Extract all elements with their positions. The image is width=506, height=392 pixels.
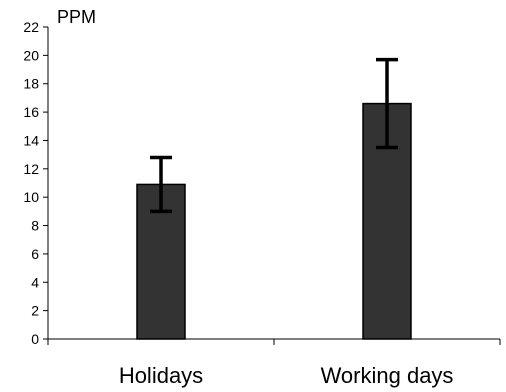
y-tick-label: 2: [31, 303, 39, 319]
y-tick-label: 8: [31, 218, 39, 234]
y-tick-label: 10: [23, 189, 39, 205]
x-axis: [47, 338, 501, 345]
y-tick-label: 18: [23, 76, 39, 92]
y-tick-label: 0: [31, 331, 39, 347]
y-tick-label: 12: [23, 161, 39, 177]
y-tick-label: 20: [23, 47, 39, 63]
y-axis: 0 2 4 6 8 10 12 14 16 18 20 22 PPM: [23, 7, 96, 347]
bars: [136, 102, 412, 340]
y-tick-label: 16: [23, 104, 39, 120]
y-tick-label: 14: [23, 132, 39, 148]
labels: Holidays Working days: [119, 363, 454, 388]
x-category-label: Holidays: [119, 363, 203, 388]
error-bars: [150, 57, 398, 214]
y-tick-label: 6: [31, 246, 39, 262]
y-tick-label: 4: [31, 274, 39, 290]
x-category-label: Working days: [321, 363, 454, 388]
y-tick-label: 22: [23, 19, 39, 35]
y-axis-label: PPM: [57, 7, 96, 27]
